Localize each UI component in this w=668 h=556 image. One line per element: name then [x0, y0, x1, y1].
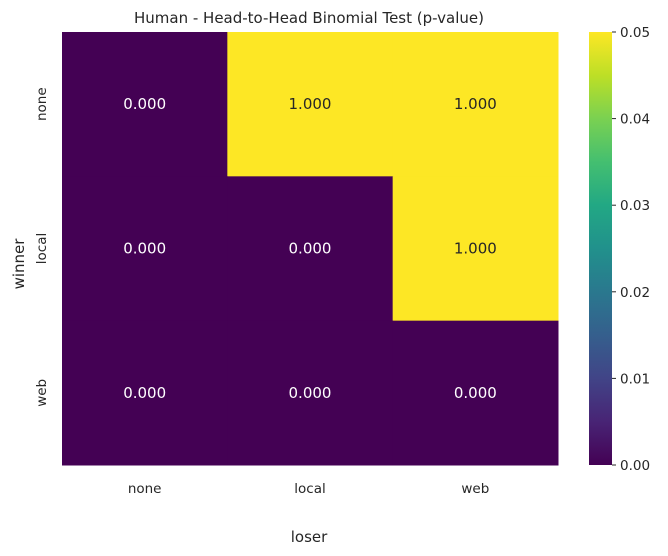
x-tick-label-none: none [128, 481, 162, 497]
cell-value-label: 0.000 [123, 384, 166, 402]
heatmap-cell-labels: 0.000 1.000 1.000 0.000 0.000 1.000 0.000 0.000… [123, 95, 497, 402]
y-tick-label-local: local [34, 233, 50, 264]
x-axis-label: loser [291, 528, 328, 546]
cell-value-label: 0.000 [454, 384, 497, 402]
cell-value-label: 0.000 [123, 240, 166, 258]
colorbar-tick-label: 0.05 [620, 25, 650, 41]
colorbar [589, 32, 612, 465]
cell-value-label: 0.000 [289, 384, 332, 402]
heatmap-cells [62, 32, 559, 466]
x-axis-ticks: none local web [128, 481, 489, 497]
y-tick-label-web: web [34, 379, 50, 407]
cell-value-label: 1.000 [454, 240, 497, 258]
cell-value-label: 0.000 [123, 95, 166, 113]
chart-title: Human - Head-to-Head Binomial Test (p-va… [134, 9, 484, 27]
heatmap-cell-local-local [227, 176, 394, 322]
colorbar-tick-label: 0.01 [620, 371, 650, 387]
heatmap-cell-web-web [392, 320, 559, 466]
y-axis-ticks: none local web [34, 87, 50, 406]
colorbar-tick-label: 0.00 [620, 458, 650, 474]
heatmap-cell-none-local [227, 32, 394, 177]
heatmap-cell-web-local [227, 320, 394, 466]
heatmap-cell-none-web [392, 32, 559, 177]
cell-value-label: 1.000 [289, 95, 332, 113]
colorbar-tick-label: 0.04 [620, 112, 650, 128]
colorbar-tick-label: 0.03 [620, 198, 650, 214]
y-axis-label: winner [10, 238, 28, 290]
colorbar-ticks: 0.00 0.01 0.02 0.03 0.04 0.05 [612, 25, 650, 474]
y-tick-label-none: none [34, 87, 50, 121]
heatmap-cell-web-none [62, 320, 228, 466]
heatmap-cell-local-web [392, 176, 559, 322]
heatmap-cell-none-none [62, 32, 228, 177]
heatmap-cell-local-none [62, 176, 228, 322]
cell-value-label: 0.000 [289, 240, 332, 258]
x-tick-label-local: local [294, 481, 325, 497]
x-tick-label-web: web [461, 481, 489, 497]
cell-value-label: 1.000 [454, 95, 497, 113]
colorbar-tick-label: 0.02 [620, 285, 650, 301]
